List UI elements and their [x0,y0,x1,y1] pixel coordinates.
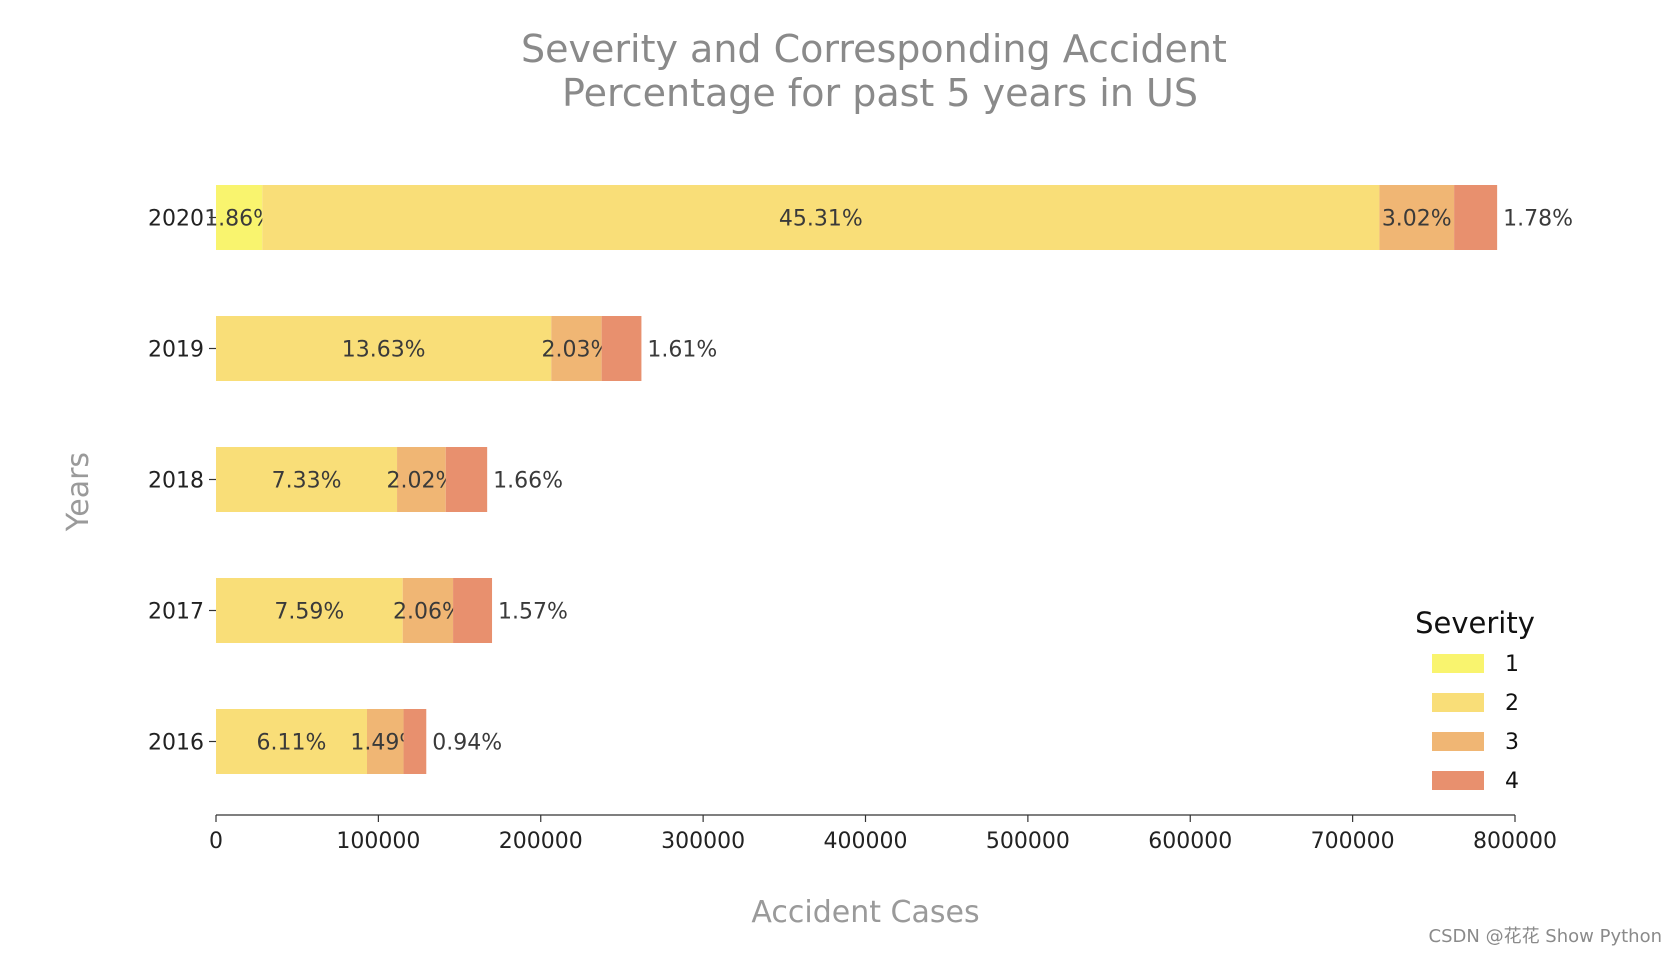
x-axis-label: Accident Cases [751,895,979,930]
legend-swatch-severity-1 [1432,654,1484,673]
x-tick-label-700000: 700000 [1311,829,1395,854]
legend: Severity 1 2 3 4 [1415,606,1535,794]
chart-title-line-1: Severity and Corresponding Accident [521,27,1227,71]
legend-title: Severity [1415,606,1535,640]
chart-title-line-2: Percentage for past 5 years in US [562,71,1198,115]
data-label-2018-severity-2: 7.33% [272,469,342,494]
plot-area: 6.11% 1.49% 0.94%7.59% 2.06% 1.57%7.33% 2.02%… [204,185,1573,774]
legend-swatch-severity-4 [1432,771,1484,790]
data-label-2020-severity-3: 3.02% [1382,207,1452,232]
bar-segment-2020-severity-3 [1379,185,1455,250]
x-tick-label-300000: 300000 [661,829,745,854]
legend-swatch-severity-3 [1432,732,1484,751]
x-tick-label-800000: 800000 [1473,829,1557,854]
y-axis-label: Years [61,452,96,532]
x-tick-label-600000: 600000 [1148,829,1232,854]
bar-segment-2018-severity-3 [397,447,446,512]
legend-label-severity-2: 2 [1505,691,1519,716]
bar-segment-2019-severity-4 [601,316,642,381]
data-label-2019-severity-4: 1.61% [647,338,717,363]
bar-segment-2016-severity-4 [403,709,427,774]
data-label-2016-severity-2: 6.11% [257,731,327,756]
chart-title: Severity and Corresponding Accident Perc… [521,27,1239,115]
bar-segment-2018-severity-2 [216,447,398,512]
legend-swatch-severity-2 [1432,693,1484,712]
data-label-2016-severity-4: 0.94% [432,731,502,756]
bar-segment-2016-severity-3 [367,709,404,774]
bar-segment-2020-severity-4 [1454,185,1498,250]
data-label-2018-severity-4: 1.66% [493,469,563,494]
legend-label-severity-1: 1 [1505,652,1519,677]
y-tick-label-2017: 2017 [148,600,204,625]
bar-segment-2019-severity-2 [216,316,552,381]
x-tick-label-400000: 400000 [824,829,908,854]
data-label-2019-severity-3: 2.03% [542,338,612,363]
data-label-2018-severity-3: 2.02% [386,469,456,494]
bar-segment-2017-severity-2 [216,578,403,643]
data-label-2019-severity-2: 13.63% [342,338,426,363]
bar-segment-2020-severity-2 [262,185,1380,250]
legend-label-severity-4: 4 [1505,769,1519,794]
bar-segment-2019-severity-3 [551,316,602,381]
y-tick-label-2018: 2018 [148,469,204,494]
bar-segment-2020-severity-1 [216,185,263,250]
x-tick-label-0: 0 [209,829,223,854]
y-tick-label-2019: 2019 [148,338,204,363]
bar-segment-2017-severity-3 [402,578,454,643]
x-tick-label-200000: 200000 [499,829,583,854]
y-tick-label-2016: 2016 [148,731,204,756]
y-axis: 2016 2017 2018 2019 2020 [148,207,216,756]
data-label-2020-severity-2: 45.31% [779,207,863,232]
data-label-2020-severity-4: 1.78% [1503,207,1573,232]
x-axis: 0 100000 200000 300000 400000 500000 600000 700… [209,814,1557,854]
bar-segment-2016-severity-2 [216,709,368,774]
data-label-2017-severity-2: 7.59% [274,600,344,625]
bar-segment-2017-severity-4 [453,578,493,643]
legend-label-severity-3: 3 [1505,730,1519,755]
x-tick-label-100000: 100000 [336,829,420,854]
data-label-2017-severity-4: 1.57% [498,600,568,625]
bar-segment-2018-severity-4 [445,447,488,512]
watermark: CSDN @花花 Show Python [1428,926,1662,947]
data-label-2017-severity-3: 2.06% [393,600,463,625]
x-tick-label-500000: 500000 [986,829,1070,854]
y-tick-label-2020: 2020 [148,207,204,232]
